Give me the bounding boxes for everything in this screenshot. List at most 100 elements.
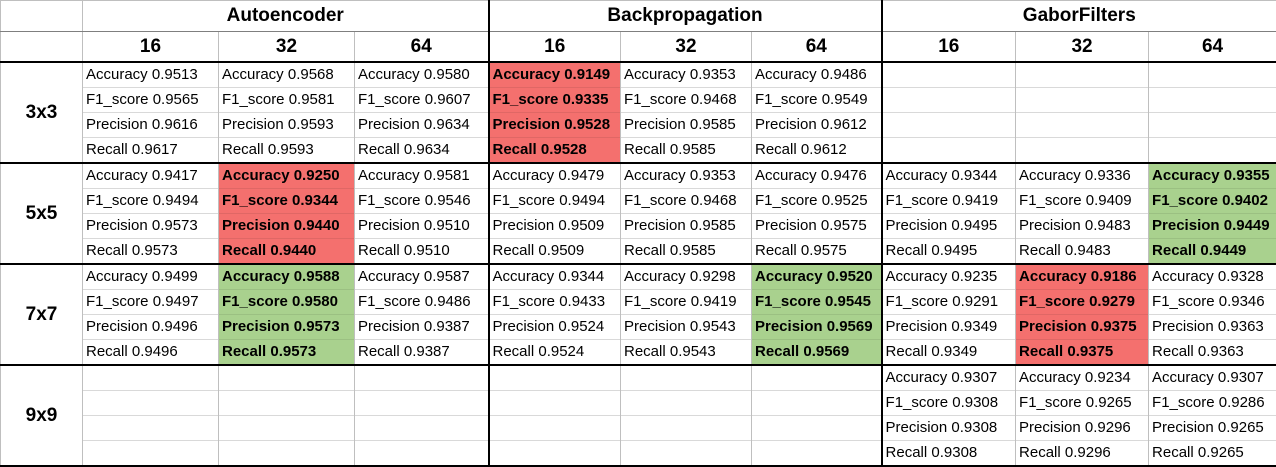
accuracy-value: Accuracy 0.9344 (883, 164, 1016, 189)
accuracy-value: Accuracy 0.9479 (490, 164, 621, 189)
metrics-cell (1016, 62, 1149, 163)
precision-value: Precision 0.9375 (1016, 315, 1148, 340)
precision-value: Precision 0.9363 (1149, 315, 1276, 340)
f1-score-value (355, 391, 488, 416)
accuracy-value: Accuracy 0.9307 (1149, 366, 1276, 391)
group-header-backpropagation: Backpropagation (489, 1, 882, 32)
f1-score-value (490, 391, 621, 416)
precision-value: Precision 0.9440 (219, 214, 354, 239)
precision-value: Precision 0.9585 (621, 214, 751, 239)
recall-value: Recall 0.9483 (1016, 239, 1148, 263)
recall-value (83, 441, 218, 465)
recall-value: Recall 0.9573 (219, 340, 354, 364)
metrics-cell (1149, 62, 1276, 163)
recall-value: Recall 0.9528 (490, 138, 621, 162)
f1-score-value: F1_score 0.9581 (219, 88, 354, 113)
f1-score-value (1149, 88, 1276, 113)
accuracy-value: Accuracy 0.9486 (752, 63, 881, 88)
f1-score-value: F1_score 0.9279 (1016, 290, 1148, 315)
recall-value: Recall 0.9440 (219, 239, 354, 263)
recall-value (490, 441, 621, 465)
accuracy-value: Accuracy 0.9234 (1016, 366, 1148, 391)
precision-value: Precision 0.9387 (355, 315, 488, 340)
metrics-cell (489, 365, 621, 466)
f1-score-value: F1_score 0.9291 (883, 290, 1016, 315)
recall-value: Recall 0.9524 (490, 340, 621, 364)
accuracy-value: Accuracy 0.9587 (355, 265, 488, 290)
recall-value: Recall 0.9543 (621, 340, 751, 364)
recall-value: Recall 0.9634 (355, 138, 488, 162)
size-header: 64 (752, 32, 882, 63)
accuracy-value (219, 366, 354, 391)
precision-value: Precision 0.9496 (83, 315, 218, 340)
metrics-cell (621, 365, 752, 466)
recall-value: Recall 0.9510 (355, 239, 488, 263)
accuracy-value: Accuracy 0.9353 (621, 164, 751, 189)
precision-value (752, 416, 881, 441)
recall-value: Recall 0.9585 (621, 138, 751, 162)
f1-score-value: F1_score 0.9402 (1149, 189, 1276, 214)
accuracy-value: Accuracy 0.9149 (490, 63, 621, 88)
size-header: 16 (489, 32, 621, 63)
accuracy-value: Accuracy 0.9499 (83, 265, 218, 290)
recall-value: Recall 0.9387 (355, 340, 488, 364)
precision-value: Precision 0.9528 (490, 113, 621, 138)
size-header: 32 (621, 32, 752, 63)
precision-value (621, 416, 751, 441)
accuracy-value (355, 366, 488, 391)
f1-score-value: F1_score 0.9494 (83, 189, 218, 214)
accuracy-value: Accuracy 0.9417 (83, 164, 218, 189)
precision-value: Precision 0.9585 (621, 113, 751, 138)
f1-score-value: F1_score 0.9409 (1016, 189, 1148, 214)
precision-value: Precision 0.9575 (752, 214, 881, 239)
row-label: 3x3 (1, 62, 83, 163)
precision-value: Precision 0.9265 (1149, 416, 1276, 441)
accuracy-value: Accuracy 0.9588 (219, 265, 354, 290)
f1-score-value (883, 88, 1016, 113)
precision-value: Precision 0.9349 (883, 315, 1016, 340)
precision-value: Precision 0.9308 (883, 416, 1016, 441)
size-header: 64 (355, 32, 489, 63)
accuracy-value: Accuracy 0.9568 (219, 63, 354, 88)
f1-score-value (219, 391, 354, 416)
f1-score-value: F1_score 0.9545 (752, 290, 881, 315)
recall-value (219, 441, 354, 465)
accuracy-value: Accuracy 0.9328 (1149, 265, 1276, 290)
precision-value: Precision 0.9524 (490, 315, 621, 340)
accuracy-value: Accuracy 0.9513 (83, 63, 218, 88)
accuracy-value: Accuracy 0.9307 (883, 366, 1016, 391)
metrics-cell (882, 62, 1016, 163)
precision-value: Precision 0.9573 (83, 214, 218, 239)
precision-value: Precision 0.9616 (83, 113, 218, 138)
recall-value: Recall 0.9296 (1016, 441, 1148, 465)
accuracy-value: Accuracy 0.9235 (883, 265, 1016, 290)
recall-value: Recall 0.9495 (883, 239, 1016, 263)
recall-value (1149, 138, 1276, 162)
f1-score-value: F1_score 0.9525 (752, 189, 881, 214)
f1-score-value: F1_score 0.9607 (355, 88, 488, 113)
accuracy-value: Accuracy 0.9336 (1016, 164, 1148, 189)
accuracy-value (1149, 63, 1276, 88)
precision-value: Precision 0.9483 (1016, 214, 1148, 239)
row-label: 9x9 (1, 365, 83, 466)
row-label: 5x5 (1, 163, 83, 264)
recall-value: Recall 0.9575 (752, 239, 881, 263)
recall-value: Recall 0.9449 (1149, 239, 1276, 263)
f1-score-value: F1_score 0.9468 (621, 88, 751, 113)
accuracy-value: Accuracy 0.9186 (1016, 265, 1148, 290)
precision-value (1149, 113, 1276, 138)
